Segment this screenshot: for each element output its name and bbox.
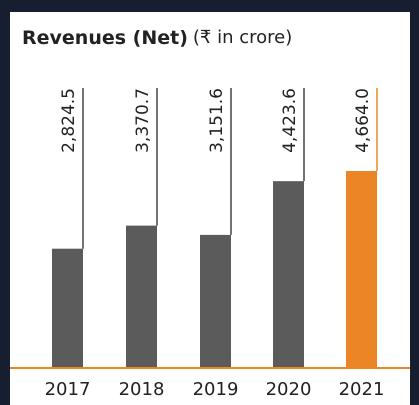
title: Revenues (Net) [22, 27, 188, 49]
bar [346, 171, 377, 368]
bar [200, 234, 231, 368]
x-tick-label: 2018 [119, 379, 165, 400]
value-label: 2,824.5 [59, 88, 79, 153]
x-tick-label: 2019 [193, 379, 239, 400]
bar [273, 181, 304, 368]
subtitle: (₹ in crore) [193, 27, 292, 48]
chart-title: Revenues (Net) (₹ in crore) [22, 27, 292, 49]
value-label: 4,664.0 [353, 88, 373, 153]
value-label: 3,151.6 [207, 88, 227, 153]
x-tick-label: 2020 [266, 379, 312, 400]
x-tick-label: 2021 [339, 379, 385, 400]
bar [126, 225, 157, 368]
x-tick-label: 2017 [45, 379, 91, 400]
value-label: 3,370.7 [133, 88, 153, 153]
bar [52, 248, 83, 368]
value-label: 4,423.6 [280, 88, 300, 153]
